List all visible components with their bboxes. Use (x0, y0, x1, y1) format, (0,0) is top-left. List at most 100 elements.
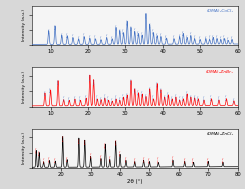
Text: (-113): (-113) (106, 32, 108, 39)
Text: (-111): (-111) (43, 156, 44, 163)
Text: (211): (211) (55, 156, 56, 162)
Text: (022): (022) (130, 24, 132, 30)
Text: (120): (120) (145, 92, 147, 98)
Text: (203): (203) (179, 32, 180, 38)
Text: (-121): (-121) (95, 33, 96, 40)
Text: (-343): (-343) (149, 156, 150, 163)
Text: (-201): (-201) (49, 155, 50, 162)
Text: (-312): (-312) (153, 28, 154, 34)
Text: (-141): (-141) (175, 92, 177, 98)
Text: (24-1): (24-1) (226, 93, 227, 100)
Text: (-342): (-342) (218, 94, 220, 101)
Text: (002): (002) (61, 31, 62, 36)
Text: (013): (013) (119, 27, 121, 33)
Text: (042): (042) (198, 94, 199, 100)
Y-axis label: Intensity (a.u.): Intensity (a.u.) (22, 132, 26, 164)
Text: (043): (043) (205, 34, 207, 40)
Text: (302): (302) (164, 93, 165, 98)
Text: (020): (020) (93, 78, 94, 84)
Text: (-210): (-210) (104, 93, 106, 99)
Text: (423): (423) (228, 35, 229, 41)
Text: (012): (012) (134, 86, 135, 91)
Text: (004): (004) (199, 35, 201, 40)
Text: (-202): (-202) (115, 93, 117, 100)
Text: (003): (003) (111, 34, 113, 40)
Text: (DMA)₂ZnBr₄: (DMA)₂ZnBr₄ (206, 70, 233, 74)
Text: (040): (040) (186, 33, 188, 39)
Text: (-543): (-543) (193, 157, 194, 163)
Text: (-333): (-333) (216, 33, 218, 40)
Text: (210): (210) (119, 95, 121, 101)
Text: (-213): (-213) (134, 27, 135, 33)
Text: (241): (241) (233, 96, 235, 102)
Text: (-332): (-332) (134, 156, 135, 163)
Text: (-302): (-302) (168, 90, 169, 97)
Text: (-422): (-422) (105, 141, 106, 148)
Text: (031): (031) (84, 139, 86, 144)
Text: (-214): (-214) (224, 33, 225, 40)
Text: (011): (011) (48, 27, 49, 33)
Text: (-15-3): (-15-3) (158, 156, 159, 163)
Text: (33-1): (33-1) (211, 93, 212, 100)
Text: (221): (221) (160, 86, 162, 92)
Text: (-342): (-342) (143, 155, 144, 162)
Text: (413): (413) (220, 35, 221, 40)
Text: (-112): (-112) (108, 94, 109, 101)
Text: (-131): (-131) (157, 80, 158, 87)
Text: (13-1): (13-1) (179, 94, 180, 101)
Text: (002): (002) (126, 91, 128, 97)
Text: (-123): (-123) (100, 153, 102, 160)
Text: (-613): (-613) (208, 156, 209, 163)
Text: (-332): (-332) (203, 94, 205, 101)
Y-axis label: Intensity (a.u.): Intensity (a.u.) (22, 71, 26, 103)
Text: (111): (111) (78, 34, 79, 40)
Text: (100): (100) (54, 23, 56, 29)
Text: (-111): (-111) (72, 32, 74, 39)
Text: (101): (101) (57, 79, 59, 84)
Text: (-223): (-223) (160, 31, 162, 38)
Text: (004): (004) (78, 137, 80, 143)
Text: (041): (041) (183, 94, 184, 100)
Text: (-213): (-213) (119, 149, 121, 156)
Text: (200): (200) (74, 94, 76, 100)
Text: (-523): (-523) (184, 156, 185, 163)
Text: (-131): (-131) (126, 18, 128, 25)
Text: (012): (012) (89, 33, 91, 39)
Text: (-132): (-132) (145, 12, 147, 18)
Text: (001): (001) (50, 86, 51, 92)
Text: (-202): (-202) (123, 28, 124, 34)
Text: (-613): (-613) (222, 157, 224, 163)
Text: (-412): (-412) (186, 89, 188, 96)
Text: (022): (022) (66, 155, 68, 161)
Text: (-312): (-312) (141, 89, 143, 96)
Text: (DMA)₂CoCl₄: (DMA)₂CoCl₄ (207, 9, 233, 13)
Text: (-323): (-323) (209, 34, 210, 40)
Text: (-221): (-221) (141, 30, 143, 36)
Text: (21-1): (21-1) (89, 73, 91, 80)
Text: (-133): (-133) (173, 33, 175, 40)
Text: (201): (201) (100, 95, 102, 101)
Text: (100): (100) (44, 89, 46, 95)
Text: (-313): (-313) (190, 30, 192, 37)
Text: (224): (224) (213, 33, 214, 39)
Text: (-101): (-101) (36, 146, 37, 153)
Text: (-322): (-322) (125, 155, 127, 162)
Text: (031): (031) (138, 29, 139, 35)
Text: (20-2): (20-2) (62, 135, 63, 141)
Text: (011): (011) (85, 93, 87, 99)
Text: (032): (032) (194, 93, 195, 99)
Text: (-300): (-300) (97, 93, 98, 100)
Text: (304): (304) (231, 35, 233, 40)
Text: (-220): (-220) (138, 88, 139, 95)
Text: (213): (213) (183, 29, 184, 35)
Text: (041): (041) (190, 93, 192, 98)
Text: (031): (031) (172, 94, 173, 100)
Y-axis label: Intensity (a.u.): Intensity (a.u.) (22, 9, 26, 42)
Text: (-201): (-201) (80, 94, 81, 101)
Text: (110): (110) (67, 31, 68, 37)
Text: (010): (010) (69, 95, 70, 101)
Text: (DMA)₂ZnCl₄: (DMA)₂ZnCl₄ (206, 132, 233, 136)
Text: (111): (111) (111, 96, 113, 102)
Text: (023): (023) (149, 22, 150, 27)
Text: (-112): (-112) (84, 31, 85, 38)
